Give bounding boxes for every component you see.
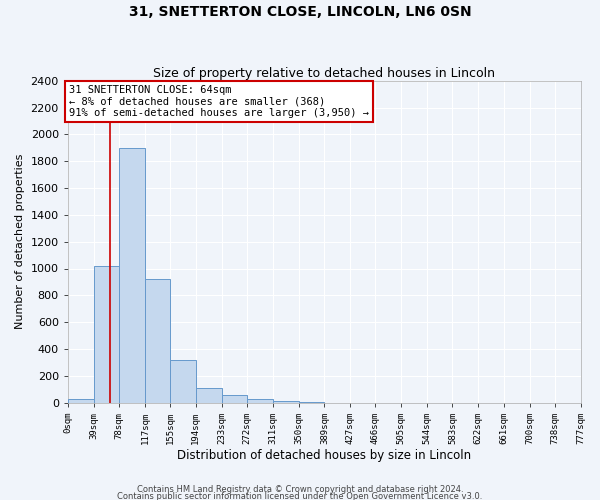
Bar: [94, 266, 119, 402]
Bar: [221, 396, 247, 402]
Text: Contains HM Land Registry data © Crown copyright and database right 2024.: Contains HM Land Registry data © Crown c…: [137, 486, 463, 494]
Bar: [196, 388, 221, 402]
Text: 31, SNETTERTON CLOSE, LINCOLN, LN6 0SN: 31, SNETTERTON CLOSE, LINCOLN, LN6 0SN: [128, 5, 472, 19]
Text: 31 SNETTERTON CLOSE: 64sqm
← 8% of detached houses are smaller (368)
91% of semi: 31 SNETTERTON CLOSE: 64sqm ← 8% of detac…: [69, 84, 369, 118]
Bar: [247, 398, 273, 402]
Bar: [145, 279, 170, 402]
X-axis label: Distribution of detached houses by size in Lincoln: Distribution of detached houses by size …: [177, 450, 471, 462]
Bar: [68, 400, 94, 402]
Y-axis label: Number of detached properties: Number of detached properties: [15, 154, 25, 330]
Bar: [273, 400, 299, 402]
Bar: [119, 148, 145, 403]
Title: Size of property relative to detached houses in Lincoln: Size of property relative to detached ho…: [153, 66, 495, 80]
Text: Contains public sector information licensed under the Open Government Licence v3: Contains public sector information licen…: [118, 492, 482, 500]
Bar: [170, 360, 196, 403]
